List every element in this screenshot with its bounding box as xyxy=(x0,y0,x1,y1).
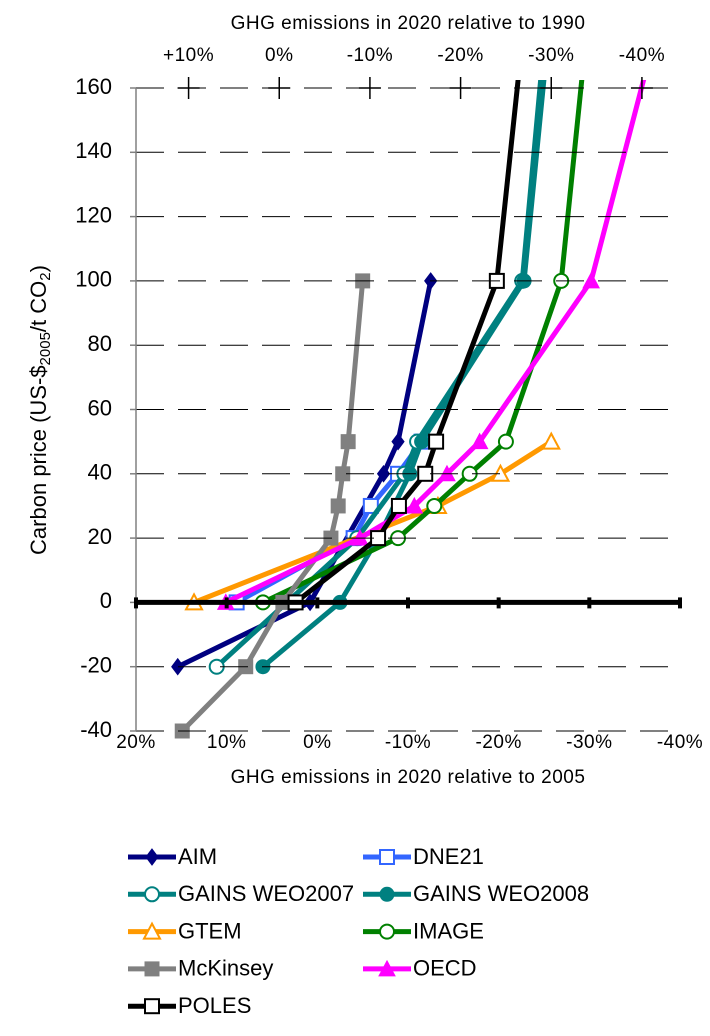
x2-tick-label: -10% xyxy=(347,45,393,66)
x-tick-label: 0% xyxy=(303,732,331,753)
y-tick-label: 160 xyxy=(75,74,112,99)
y-axis-title-sub: 2005 xyxy=(37,332,54,365)
legend-marker xyxy=(379,886,395,902)
x2-tick-label: +10% xyxy=(163,45,214,66)
x-tick-label: -40% xyxy=(657,732,703,753)
legend-marker xyxy=(144,998,160,1015)
series-line xyxy=(224,80,647,605)
x-tick-label: -30% xyxy=(566,732,612,753)
y-axis-title-part: ) xyxy=(26,265,51,272)
legend-marker xyxy=(144,961,160,977)
series-line xyxy=(193,439,553,605)
data-point xyxy=(497,433,514,450)
y-tick-label: 0 xyxy=(100,588,112,613)
x-tick-label: 20% xyxy=(116,732,156,753)
x-tick-label: 10% xyxy=(207,732,247,753)
legend-marker xyxy=(142,921,162,940)
data-point xyxy=(650,16,666,31)
legend-label: McKinsey xyxy=(178,956,273,981)
data-point xyxy=(470,432,489,450)
y-tick-label: 140 xyxy=(75,138,112,163)
y-axis-title-sub: 2 xyxy=(37,272,54,280)
legend-label: IMAGE xyxy=(413,918,484,943)
x-tick-label: -10% xyxy=(385,732,431,753)
legend-label: DNE21 xyxy=(413,844,484,869)
x2-tick-label: -30% xyxy=(528,45,574,66)
data-point xyxy=(582,271,600,289)
y-tick-label: -40 xyxy=(80,717,112,742)
data-point xyxy=(541,431,561,450)
x-axis-title: GHG emissions in 2020 relative to 2005 xyxy=(231,767,586,788)
data-point xyxy=(171,657,185,676)
legend-label: GTEM xyxy=(178,918,242,943)
y-tick-label: 120 xyxy=(75,202,112,227)
x-tick-label: -20% xyxy=(475,732,521,753)
data-point xyxy=(340,434,356,450)
data-point xyxy=(405,496,424,514)
data-point xyxy=(330,498,346,514)
y-axis-title-part: Carbon price (US-$ xyxy=(26,365,51,555)
data-point xyxy=(391,432,405,451)
data-point xyxy=(390,497,407,514)
legend-label: GAINS WEO2008 xyxy=(413,881,589,906)
y-tick-label: 80 xyxy=(88,331,112,356)
x2-tick-label: -40% xyxy=(619,45,665,66)
legend-marker xyxy=(144,886,160,903)
data-point xyxy=(428,433,445,450)
x2-tick-label: -20% xyxy=(437,45,483,66)
data-point xyxy=(426,497,443,514)
y-axis-title: Carbon price (US-$2005/t CO2) xyxy=(26,265,54,555)
legend-marker xyxy=(379,849,395,865)
legend-marker xyxy=(379,923,395,940)
legend-label: GAINS WEO2007 xyxy=(178,881,354,906)
legend-marker xyxy=(378,959,396,977)
y-axis-title-part: /t CO xyxy=(26,281,51,332)
legend-label: OECD xyxy=(413,956,477,981)
legend-label: AIM xyxy=(178,844,217,869)
data-point xyxy=(414,434,430,450)
y-tick-label: -20 xyxy=(80,653,112,678)
y-tick-label: 20 xyxy=(88,524,112,549)
y-tick-label: 100 xyxy=(75,267,112,292)
x2-tick-label: 0% xyxy=(265,45,293,66)
y-tick-label: 40 xyxy=(88,460,112,485)
plot-area xyxy=(171,16,666,739)
legend-marker xyxy=(145,848,159,866)
y-tick-label: 60 xyxy=(88,395,112,420)
data-point xyxy=(376,464,391,483)
legend-label: POLES xyxy=(178,993,251,1018)
x2-axis-title: GHG emissions in 2020 relative to 1990 xyxy=(231,13,586,34)
